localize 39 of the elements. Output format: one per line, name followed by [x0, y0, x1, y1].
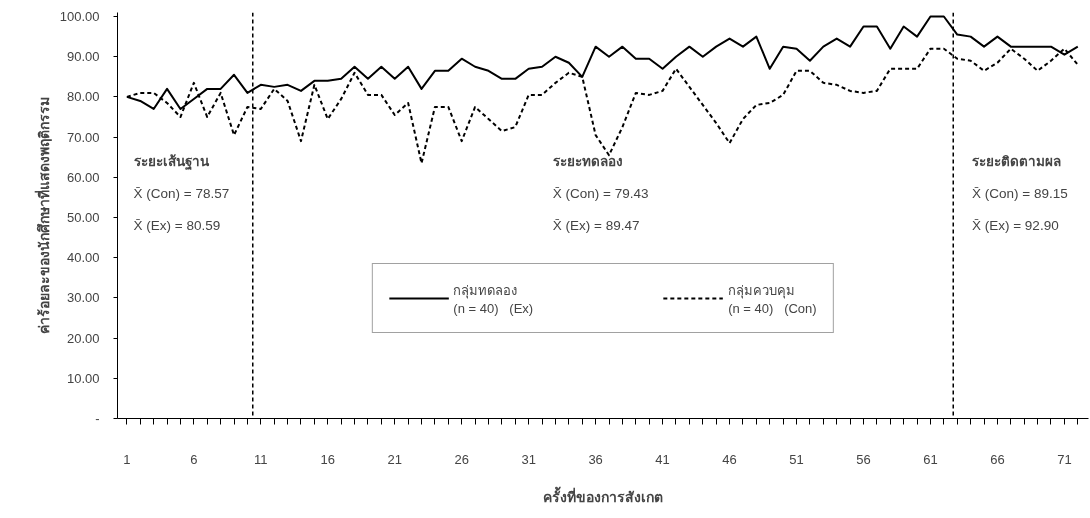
y-tick-label: 40.00 [66, 250, 100, 266]
y-tick-label: 70.00 [66, 129, 100, 145]
x-tick-label: 51 [789, 451, 804, 467]
y-tick-label: 50.00 [66, 210, 100, 226]
annotation: ระยะเส้นฐาน [133, 153, 210, 171]
x-tick-label: 26 [454, 451, 469, 467]
y-tick-label: 80.00 [66, 89, 100, 105]
annotation: ระยะติดตามผล [971, 153, 1061, 169]
annotation: ระยะทดลอง [552, 153, 623, 169]
y-tick-label: 90.00 [66, 49, 100, 65]
y-axis-title: ค่าร้อยละของนักศึกษาที่แสดงพฤติกรรม [33, 97, 52, 334]
y-tick-label: - [95, 411, 100, 426]
x-tick-label: 56 [856, 451, 871, 467]
x-tick-label: 36 [588, 451, 603, 467]
annotation: X̄ (Con) = 89.15 [971, 185, 1068, 201]
y-tick-label: 10.00 [66, 370, 100, 386]
x-tick-label: 21 [387, 451, 402, 467]
y-tick-label: 30.00 [66, 290, 100, 306]
x-tick-label: 11 [254, 451, 268, 467]
legend-label: กลุ่มทดลอง (n = 40) (Ex) [453, 282, 534, 316]
x-axis-title: ครั้งที่ของการสังเกต [543, 485, 663, 505]
y-tick-label: 20.00 [66, 330, 100, 346]
y-tick-label: 60.00 [66, 169, 100, 185]
x-tick-label: 41 [655, 451, 670, 467]
x-tick-label: 46 [722, 451, 737, 467]
x-tick-label: 61 [923, 451, 938, 467]
x-tick-label: 31 [521, 451, 536, 467]
annotation: X̄ (Con) = 79.43 [552, 185, 649, 201]
x-tick-label: 1 [123, 451, 131, 467]
legend-label: กลุ่มควบคุม (n = 40) (Con) [728, 282, 817, 316]
y-tick-label: 100.00 [59, 9, 100, 25]
x-tick-label: 66 [990, 451, 1005, 467]
x-tick-label: 71 [1057, 451, 1072, 467]
x-tick-label: 6 [190, 451, 198, 467]
annotation: X̄ (Ex) = 92.90 [971, 218, 1059, 234]
annotation: X̄ (Ex) = 80.59 [133, 218, 221, 234]
annotation: X̄ (Con) = 78.57 [133, 185, 230, 201]
annotation: X̄ (Ex) = 89.47 [552, 218, 640, 234]
x-tick-label: 16 [320, 451, 336, 467]
